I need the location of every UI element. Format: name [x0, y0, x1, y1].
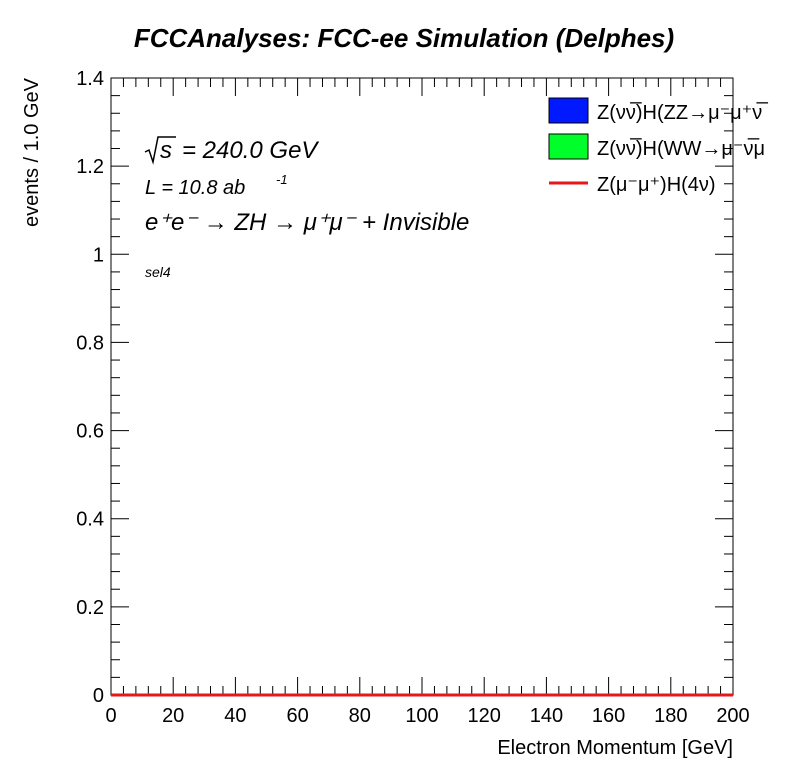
x-axis-label: Electron Momentum [GeV]	[497, 737, 733, 759]
y-tick-label: 0.6	[76, 421, 104, 443]
legend-entry-zz: Z(νν̅)H(ZZ→μ⁻μ⁺ν̅	[548, 97, 768, 124]
y-axis-label: events / 1.0 GeV	[21, 77, 43, 227]
x-tick-label: 40	[224, 705, 246, 727]
annotation-luminosity: L = 10.8 ab -1	[145, 172, 288, 199]
x-tick-label: 100	[405, 705, 438, 727]
y-tick-label: 0.8	[76, 332, 104, 354]
x-tick-label: 0	[105, 705, 116, 727]
legend: Z(νν̅)H(ZZ→μ⁻μ⁺ν̅ Z(νν̅)H(WW→μ⁻ν̅μ Z(μ⁻μ…	[548, 97, 768, 196]
plot-frame	[110, 77, 734, 696]
legend-entry-mumu: Z(μ⁻μ⁺)H(4ν)	[549, 174, 716, 196]
annotation-process: e⁺e⁻ → ZH → μ⁺μ⁻ + Invisible	[145, 209, 469, 236]
x-axis-ticks	[110, 78, 734, 695]
y-tick-label: 0.4	[76, 509, 104, 531]
x-tick-label: 160	[592, 705, 625, 727]
x-tick-label: 20	[162, 705, 184, 727]
annotation-sqrt-s: s = 240.0 GeV	[144, 136, 319, 165]
x-tick-label: 60	[286, 705, 308, 727]
lumi-exponent: -1	[276, 172, 288, 187]
y-tick-label: 1	[93, 244, 104, 266]
x-tick-label: 200	[716, 705, 749, 727]
legend-swatch-zz	[548, 97, 589, 124]
legend-label-mumu: Z(μ⁻μ⁺)H(4ν)	[597, 174, 716, 196]
sqrt-s-value: = 240.0 GeV	[182, 137, 319, 164]
x-axis-tick-labels: 0 20 40 60 80 100 120 140 160 180 200	[105, 705, 749, 727]
y-tick-label: 1.2	[76, 156, 104, 178]
legend-swatch-ww	[548, 133, 589, 160]
legend-label-ww: Z(νν̅)H(WW→μ⁻ν̅μ	[597, 137, 765, 160]
legend-entry-ww: Z(νν̅)H(WW→μ⁻ν̅μ	[548, 133, 765, 160]
y-axis-ticks	[111, 77, 733, 696]
y-tick-label: 0	[93, 685, 104, 707]
y-tick-label: 1.4	[76, 68, 104, 90]
x-tick-label: 140	[530, 705, 563, 727]
x-tick-label: 80	[349, 705, 371, 727]
sqrt-s-symbol: s	[160, 137, 172, 164]
x-tick-label: 180	[654, 705, 687, 727]
legend-label-zz: Z(νν̅)H(ZZ→μ⁻μ⁺ν̅	[597, 101, 768, 124]
y-tick-label: 0.2	[76, 597, 104, 619]
x-tick-label: 120	[468, 705, 501, 727]
chart-title: FCCAnalyses: FCC-ee Simulation (Delphes)	[134, 23, 674, 53]
y-axis-tick-labels: 0 0.2 0.4 0.6 0.8 1 1.2 1.4	[76, 68, 104, 707]
annotation-selection: sel4	[145, 264, 171, 280]
sqrt-symbol	[144, 136, 176, 165]
lumi-prefix: L = 10.8 ab	[145, 177, 245, 199]
